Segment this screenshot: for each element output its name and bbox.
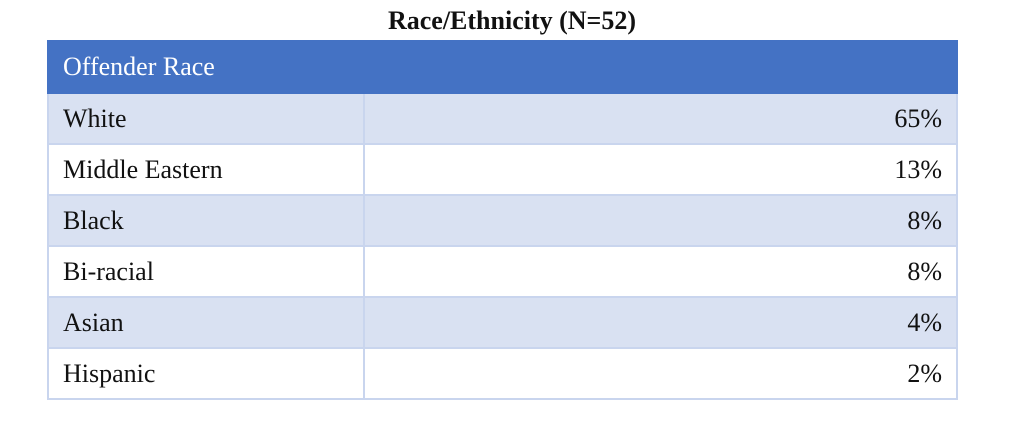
percent-cell: 13%: [363, 143, 958, 196]
percent-cell: 2%: [363, 347, 958, 400]
race-cell: Middle Eastern: [47, 143, 365, 196]
percent-cell: 65%: [363, 92, 958, 145]
table-row: Bi-racial 8%: [47, 245, 958, 298]
race-cell: White: [47, 92, 365, 145]
table-row: White 65%: [47, 92, 958, 145]
table-row: Black 8%: [47, 194, 958, 247]
header-row: Offender Race: [47, 40, 958, 94]
percent-cell: 8%: [363, 194, 958, 247]
race-cell: Asian: [47, 296, 365, 349]
table-row: Asian 4%: [47, 296, 958, 349]
percent-cell: 4%: [363, 296, 958, 349]
table-title: Race/Ethnicity (N=52): [387, 6, 637, 35]
race-cell: Black: [47, 194, 365, 247]
race-cell: Bi-racial: [47, 245, 365, 298]
table-row: Hispanic 2%: [47, 347, 958, 400]
percent-cell: 8%: [363, 245, 958, 298]
race-cell: Hispanic: [47, 347, 365, 400]
header-cell: Offender Race: [47, 40, 365, 94]
header-cell: [363, 40, 958, 94]
data-table: Offender Race White 65% Middle Eastern 13% B…: [47, 40, 958, 400]
table-row: Middle Eastern 13%: [47, 143, 958, 196]
